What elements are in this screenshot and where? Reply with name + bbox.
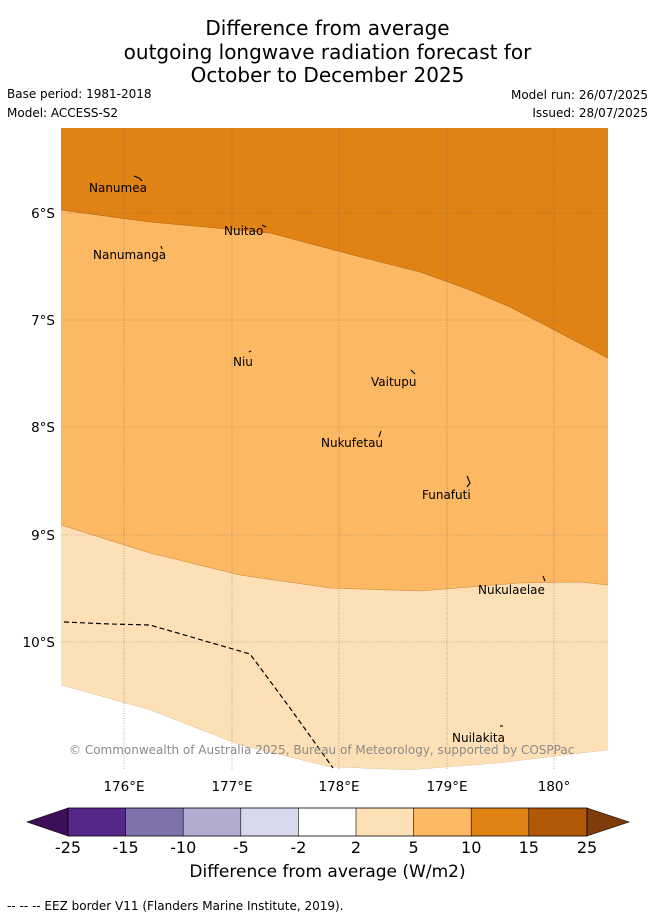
- colorbar-title: Difference from average (W/m2): [189, 862, 466, 882]
- title-line-1: Difference from average: [205, 16, 450, 40]
- map-area: [60, 128, 609, 772]
- label-nuilakita: Nuilakita: [452, 731, 505, 745]
- zone-10-to-15: [61, 128, 608, 358]
- eez-border: [63, 621, 334, 769]
- colorbar-segment: [298, 808, 356, 836]
- colorbar-segment: [528, 808, 587, 836]
- colorbar-tick: 5: [409, 838, 419, 857]
- lon-label: 179°E: [426, 779, 467, 795]
- label-funafuti: Funafuti: [422, 488, 471, 502]
- lat-label: 6°S: [31, 206, 55, 222]
- lon-label: 180°: [538, 779, 571, 795]
- colorbar-tick: 10: [461, 838, 481, 857]
- colorbar-segment-over: [586, 807, 630, 837]
- label-nanumanga: Nanumanga: [93, 248, 166, 262]
- base-period: Base period: 1981-2018: [7, 87, 152, 101]
- label-nanumea: Nanumea: [89, 181, 147, 195]
- island-outlines: [133, 175, 546, 727]
- colorbar-segment: [125, 808, 184, 836]
- lat-label: 9°S: [31, 528, 55, 544]
- colorbar-tick: 2: [351, 838, 361, 857]
- eez-legend-note: -- -- -- EEZ border V11 (Flanders Marine…: [7, 899, 344, 913]
- colorbar-tick: -15: [113, 838, 139, 857]
- colorbar-tick: -10: [170, 838, 196, 857]
- colorbar-tick: -5: [233, 838, 249, 857]
- colorbar-tick: -25: [55, 838, 81, 857]
- colorbar-segment: [183, 808, 241, 836]
- label-niu: Niu: [233, 355, 253, 369]
- lat-label: 7°S: [31, 313, 55, 329]
- colorbar-segment: [413, 808, 472, 836]
- lat-label: 10°S: [23, 635, 56, 651]
- label-nuitao: Nuitao: [224, 224, 263, 238]
- title-line-2: outgoing longwave radiation forecast for: [123, 39, 532, 64]
- colorbar-segment: [471, 808, 529, 836]
- copyright-text: © Commonwealth of Australia 2025, Bureau…: [69, 743, 574, 757]
- label-nukufetau: Nukufetau: [321, 436, 383, 450]
- title-line-3: October to December 2025: [190, 63, 465, 87]
- gridlines: [61, 128, 608, 770]
- colorbar-segment: [356, 808, 414, 836]
- lon-label: 177°E: [211, 779, 252, 795]
- issued-date: Issued: 28/07/2025: [532, 106, 648, 120]
- colorbar-segment: [240, 808, 299, 836]
- colorbar-tick: 15: [519, 838, 539, 857]
- chart-title: Difference from average outgoing longwav…: [0, 16, 655, 88]
- colorbar-tick: -2: [290, 838, 306, 857]
- lon-label: 178°E: [318, 779, 359, 795]
- colorbar: -25 -15 -10 -5 -2 2 5 10 15 25: [26, 807, 630, 857]
- label-vaitupu: Vaitupu: [371, 375, 417, 389]
- colorbar-tick: 25: [577, 838, 597, 857]
- model-run: Model run: 26/07/2025: [510, 88, 648, 102]
- lon-label: 176°E: [103, 779, 144, 795]
- label-nukulaelae: Nukulaelae: [478, 583, 545, 597]
- model-name: Model: ACCESS-S2: [7, 106, 119, 120]
- colorbar-segment-under: [26, 807, 69, 837]
- lat-label: 8°S: [31, 420, 55, 436]
- colorbar-segment: [68, 808, 126, 836]
